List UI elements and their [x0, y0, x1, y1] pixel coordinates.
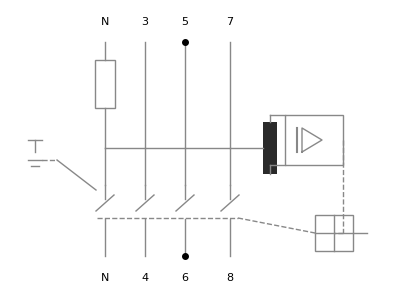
Text: 7: 7	[226, 17, 234, 27]
Bar	[285, 115, 343, 165]
Text: 5: 5	[182, 17, 188, 27]
Text: 3: 3	[142, 17, 148, 27]
Bar	[95, 60, 115, 108]
Bar	[263, 122, 277, 174]
Text: N: N	[101, 273, 109, 283]
Text: 6: 6	[182, 273, 188, 283]
Text: 4: 4	[142, 273, 148, 283]
Text: 8: 8	[226, 273, 234, 283]
Text: N: N	[101, 17, 109, 27]
Bar	[315, 215, 353, 251]
